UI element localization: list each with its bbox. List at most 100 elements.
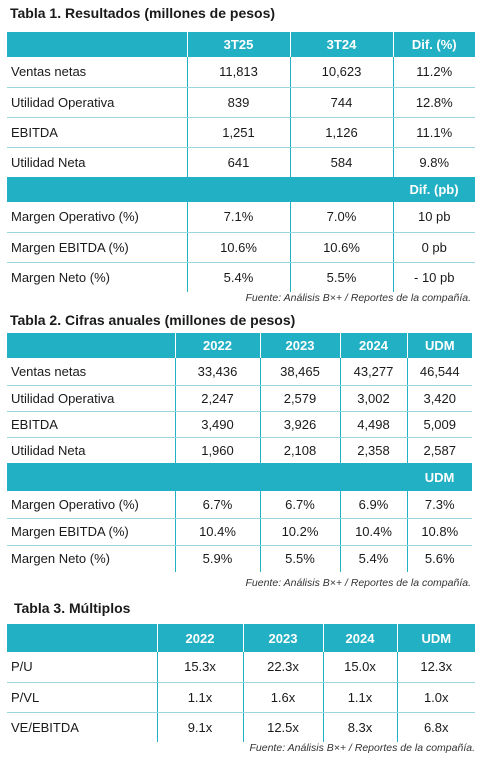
cell: 3,420 xyxy=(406,385,472,412)
cell: 10.4% xyxy=(339,518,407,546)
cell: 5.6% xyxy=(406,545,472,572)
table2-header-row: 2022 2023 2024 UDM xyxy=(7,333,472,358)
cell: 0 pb xyxy=(392,232,475,263)
table3-header-row: 2022 2023 2024 UDM xyxy=(7,624,475,652)
row-label: Utilidad Neta xyxy=(11,442,86,458)
table-row: Ventas netas 11,813 10,623 11.2% xyxy=(7,57,475,88)
cell: 744 xyxy=(289,87,393,118)
subheader-cell xyxy=(290,177,393,202)
table1-title: Tabla 1. Resultados (millones de pesos) xyxy=(10,5,276,21)
row-label: Margen Neto (%) xyxy=(11,551,110,567)
cell: 33,436 xyxy=(174,358,260,386)
table3: 2022 2023 2024 UDM P/U 15.3x 22.3x 15.0x… xyxy=(7,624,475,742)
table-row: Margen Operativo (%) 6.7% 6.7% 6.9% 7.3% xyxy=(7,491,472,519)
cell: 12.3x xyxy=(396,652,475,683)
cell: 5.5% xyxy=(259,545,340,572)
row-label: Utilidad Operativa xyxy=(7,385,175,412)
table-row: Margen Neto (%) 5.9% 5.5% 5.4% 5.6% xyxy=(7,545,472,572)
cell: 1.0x xyxy=(396,682,475,713)
table3-title: Tabla 3. Múltiplos xyxy=(14,600,131,616)
table-row: VE/EBITDA 9.1x 12.5x 8.3x 6.8x xyxy=(7,712,475,742)
cell: 22.3x xyxy=(242,652,323,683)
row-label: Margen EBITDA (%) xyxy=(7,232,187,263)
cell: 10.6% xyxy=(186,232,290,263)
row-label: Ventas netas xyxy=(7,358,175,386)
cell: 12.8% xyxy=(392,87,475,118)
table2: 2022 2023 2024 UDM Ventas netas 33,436 3… xyxy=(7,333,472,572)
subheader-cell xyxy=(7,463,175,491)
cell: 10 pb xyxy=(392,202,475,233)
row-label: Utilidad Operativa xyxy=(7,87,187,118)
cell: 12.5x xyxy=(242,712,323,742)
row-label: EBITDA xyxy=(7,117,187,148)
cell: 2,108 xyxy=(259,437,340,463)
cell: 6.7% xyxy=(174,491,260,519)
table1-header-3t25: 3T25 xyxy=(186,32,290,57)
table1-header-dif: Dif. (%) xyxy=(392,32,475,57)
cell: 2,587 xyxy=(406,437,472,463)
cell: 7.0% xyxy=(289,202,393,233)
cell: 5.5% xyxy=(289,262,393,292)
table-row: Margen Operativo (%) 7.1% 7.0% 10 pb xyxy=(7,202,475,233)
cell: 5,009 xyxy=(406,411,472,438)
row-label: P/U xyxy=(7,652,157,683)
row-label: Margen Operativo (%) xyxy=(7,491,175,519)
table-row: P/U 15.3x 22.3x 15.0x 12.3x xyxy=(7,652,475,683)
table1-subheader-row: Dif. (pb) xyxy=(7,177,475,202)
subheader-cell xyxy=(260,463,340,491)
table2-header-2022: 2022 xyxy=(174,333,260,358)
row-label: Utilidad Neta xyxy=(11,154,86,170)
table3-header-2023: 2023 xyxy=(242,624,323,652)
cell: 5.9% xyxy=(174,545,260,572)
cell: 11.2% xyxy=(392,57,475,88)
cell: 1.1x xyxy=(322,682,397,713)
table1: 3T25 3T24 Dif. (%) Ventas netas 11,813 1… xyxy=(7,32,475,292)
cell: 641 xyxy=(186,147,290,177)
cell: 2,247 xyxy=(174,385,260,412)
table-row: Ventas netas 33,436 38,465 43,277 46,544 xyxy=(7,358,472,386)
table3-source: Fuente: Análisis B×+ / Reportes de la co… xyxy=(249,742,476,754)
row-label: Margen EBITDA (%) xyxy=(7,518,175,546)
table-row: Margen EBITDA (%) 10.4% 10.2% 10.4% 10.8… xyxy=(7,518,472,546)
table3-header-udm: UDM xyxy=(396,624,475,652)
row-label: Ventas netas xyxy=(7,57,187,88)
subheader-cell xyxy=(7,177,187,202)
cell: - 10 pb xyxy=(392,262,475,292)
cell: 10.2% xyxy=(259,518,340,546)
cell: 5.4% xyxy=(339,545,407,572)
cell: 10,623 xyxy=(289,57,393,88)
table-row: Margen Neto (%) 5.4% 5.5% - 10 pb xyxy=(7,262,475,292)
table2-header-2024: 2024 xyxy=(339,333,407,358)
subheader-cell xyxy=(175,463,260,491)
table2-header-2023: 2023 xyxy=(259,333,340,358)
cell: 3,002 xyxy=(339,385,407,412)
table-row: Utilidad Operativa 839 744 12.8% xyxy=(7,87,475,118)
cell: 1.1x xyxy=(156,682,243,713)
cell: 584 xyxy=(289,147,393,177)
cell: 3,926 xyxy=(259,411,340,438)
cell: 1,960 xyxy=(174,437,260,463)
table2-title: Tabla 2. Cifras anuales (millones de pes… xyxy=(10,312,296,328)
cell: 9.8% xyxy=(392,147,475,177)
cell: 6.7% xyxy=(259,491,340,519)
table3-header-label xyxy=(7,624,157,652)
cell: 15.3x xyxy=(156,652,243,683)
table2-header-udm: UDM xyxy=(406,333,472,358)
table2-header-label xyxy=(7,333,175,358)
table3-header-2024: 2024 xyxy=(322,624,397,652)
cell: 10.4% xyxy=(174,518,260,546)
row-label: P/VL xyxy=(7,682,157,713)
table1-source: Fuente: Análisis B×+ / Reportes de la co… xyxy=(245,292,472,304)
table-row: Utilidad Neta 1,960 2,108 2,358 2,587 xyxy=(7,437,472,463)
table1-header-row: 3T25 3T24 Dif. (%) xyxy=(7,32,475,57)
cell: 7.3% xyxy=(406,491,472,519)
table-row: Margen EBITDA (%) 10.6% 10.6% 0 pb xyxy=(7,232,475,263)
cell: 5.4% xyxy=(186,262,290,292)
row-label: VE/EBITDA xyxy=(11,719,79,735)
cell: 1,251 xyxy=(186,117,290,148)
cell: 15.0x xyxy=(322,652,397,683)
table2-subheader-row: UDM xyxy=(7,463,472,491)
cell: 6.9% xyxy=(339,491,407,519)
cell: 1.6x xyxy=(242,682,323,713)
cell: 6.8x xyxy=(396,712,475,742)
